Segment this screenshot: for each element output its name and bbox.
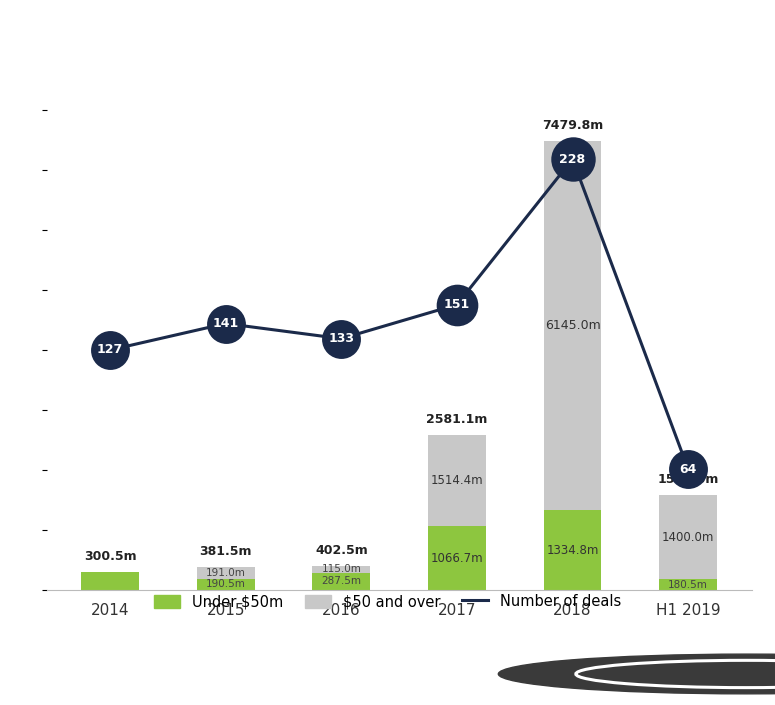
Circle shape <box>498 654 775 694</box>
Text: Global Blockchain and Cryptocurrency investments, 2014 - H1 2019: Global Blockchain and Cryptocurrency inv… <box>12 24 711 42</box>
Bar <box>660 495 717 580</box>
Bar <box>660 580 717 590</box>
Text: 300.5m: 300.5m <box>84 550 136 563</box>
Text: 1400.0m: 1400.0m <box>662 531 715 544</box>
Bar <box>81 572 139 590</box>
Text: 64: 64 <box>680 462 697 476</box>
Text: 151: 151 <box>444 298 470 311</box>
Text: 1580.5m: 1580.5m <box>657 473 719 486</box>
Text: 402.5m: 402.5m <box>315 544 367 557</box>
Text: 133: 133 <box>329 332 354 345</box>
Text: 2581.1m: 2581.1m <box>426 413 487 426</box>
Bar <box>428 526 486 590</box>
Text: 287.5m: 287.5m <box>322 577 361 587</box>
Text: 1514.4m: 1514.4m <box>431 474 484 487</box>
Text: 127: 127 <box>97 343 123 357</box>
Bar <box>543 141 601 510</box>
Bar <box>312 566 370 573</box>
Bar <box>197 568 255 579</box>
Legend: Under $50m, $50 and over, Number of deals: Under $50m, $50 and over, Number of deal… <box>150 589 625 613</box>
Text: 1334.8m: 1334.8m <box>546 544 599 556</box>
Text: 6145.0m: 6145.0m <box>545 319 601 332</box>
Bar <box>543 510 601 590</box>
Bar <box>312 573 370 590</box>
Text: 7479.8m: 7479.8m <box>542 119 603 132</box>
Text: 381.5m: 381.5m <box>199 545 252 558</box>
Text: 180.5m: 180.5m <box>668 580 708 589</box>
Text: 190.5m: 190.5m <box>206 580 246 589</box>
Text: Source: FinTech Global: Source: FinTech Global <box>12 668 163 680</box>
Text: 115.0m: 115.0m <box>322 565 361 575</box>
Bar <box>428 435 486 526</box>
Text: 1066.7m: 1066.7m <box>431 551 484 565</box>
Text: 228: 228 <box>560 152 586 166</box>
Text: (USD, number of deals): (USD, number of deals) <box>12 59 168 72</box>
Text: 191.0m: 191.0m <box>206 568 246 578</box>
Bar <box>197 579 255 590</box>
Text: 141: 141 <box>212 317 239 330</box>
